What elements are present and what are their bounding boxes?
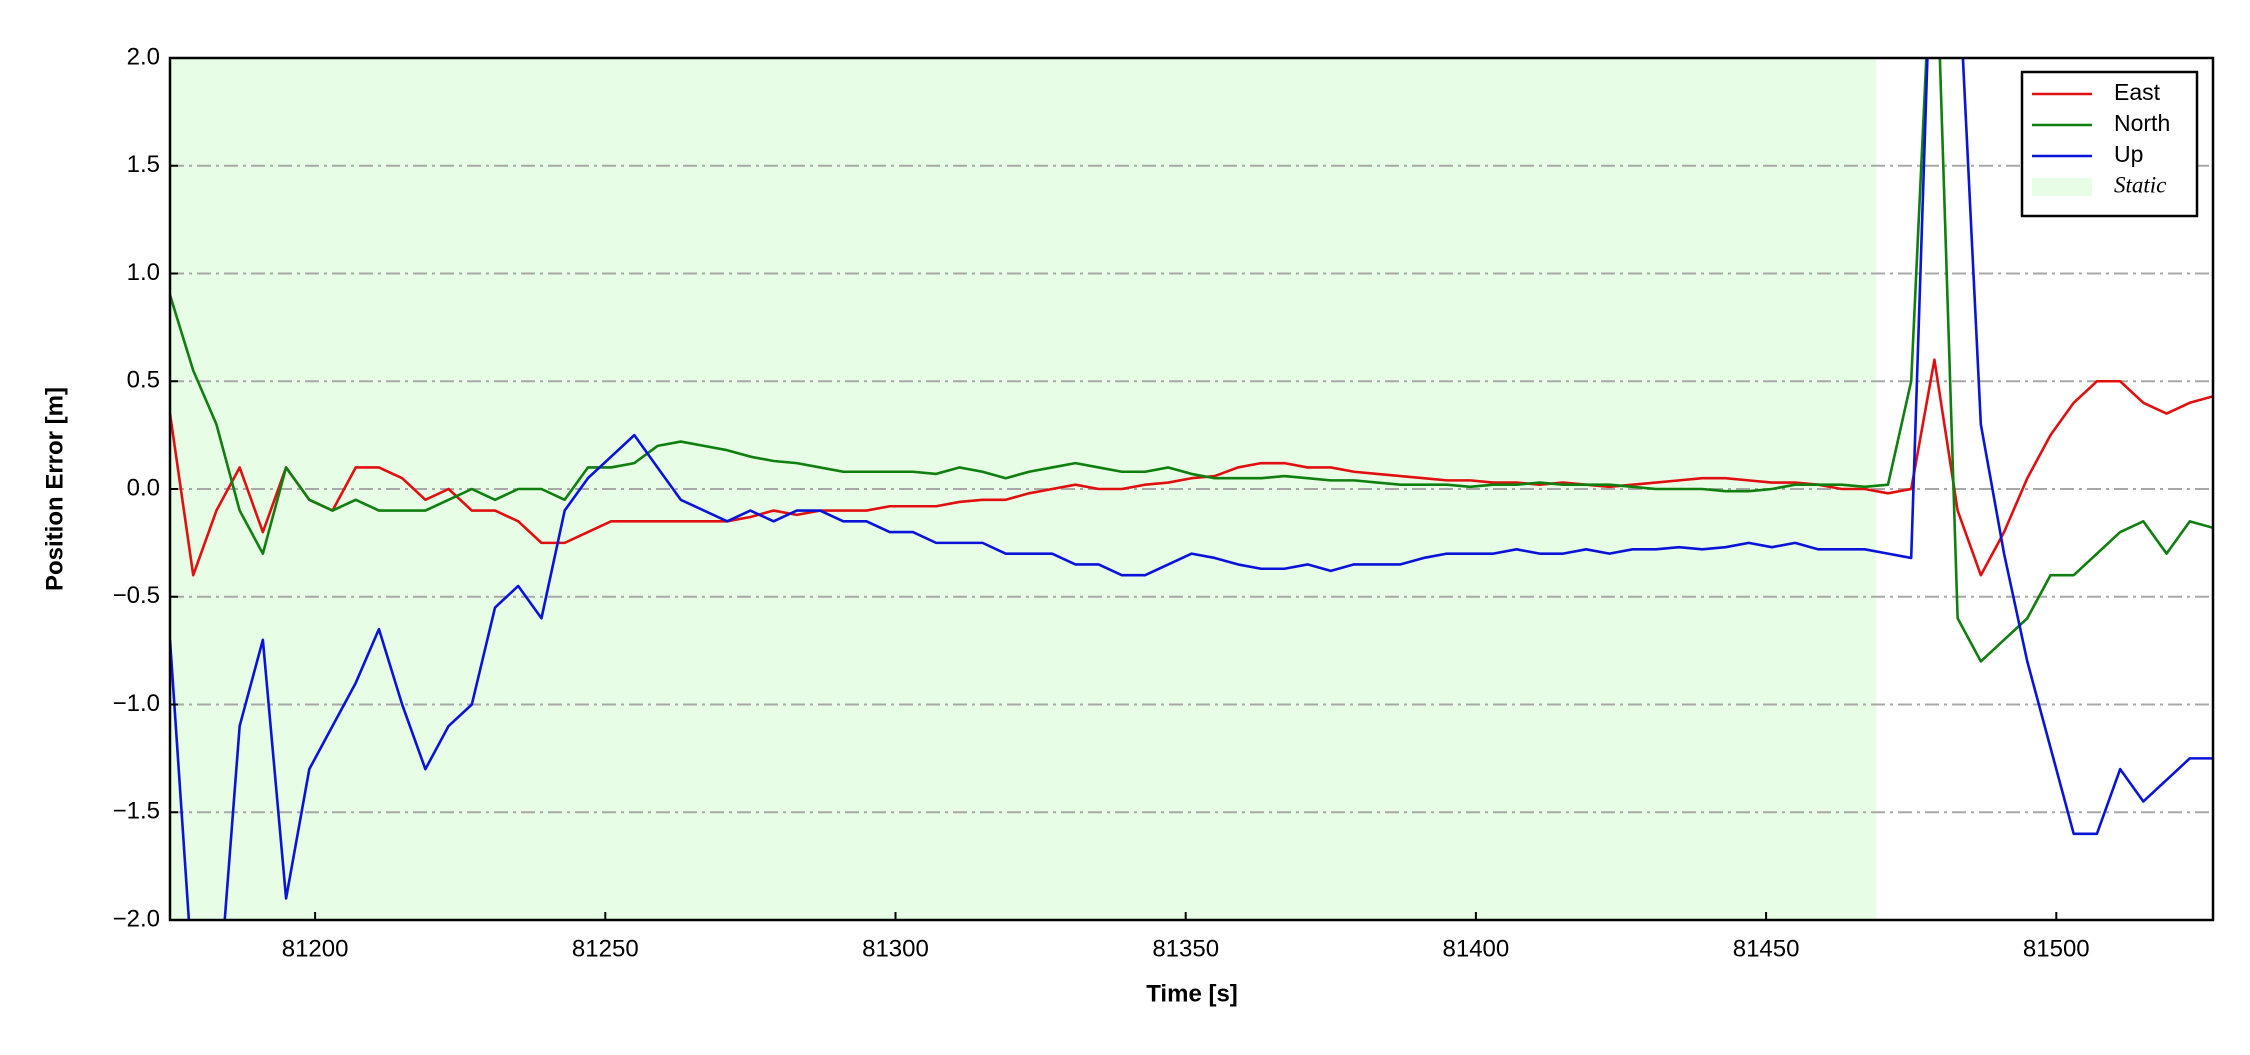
y-tick-label: −1.0 (113, 690, 160, 717)
x-axis-label: Time [s] (1146, 980, 1238, 1007)
y-tick-label: −2.0 (113, 905, 160, 932)
y-tick-label: 1.0 (127, 259, 160, 286)
x-tick-label: 81300 (862, 935, 929, 962)
x-tick-label: 81500 (2023, 935, 2090, 962)
y-tick-label: −1.5 (113, 798, 160, 825)
x-tick-label: 81400 (1443, 935, 1510, 962)
span-layer (170, 58, 1877, 920)
axes-layer: −2.0 −1.5 −1.0 −0.5 0.0 0.5 1.0 1.5 2.0 81200 8125… (113, 43, 2090, 962)
legend-label: North (2114, 110, 2170, 136)
y-tick-label: −0.5 (113, 582, 160, 609)
x-tick-label: 81200 (282, 935, 349, 962)
x-tick-label: 81350 (1152, 935, 1219, 962)
y-tick-label: 0.0 (127, 474, 160, 501)
y-tick-label: 0.5 (127, 367, 160, 394)
legend-label: East (2114, 79, 2161, 105)
series-line (170, 358, 2213, 577)
x-tick-label: 81450 (1733, 935, 1800, 962)
legend-label: Static (2114, 172, 2166, 197)
y-tick-label: 2.0 (127, 43, 160, 70)
x-tick-label: 81250 (572, 935, 639, 962)
legend-label: Up (2114, 141, 2143, 167)
y-tick-label: 1.5 (127, 151, 160, 178)
legend: East North Up Static (2020, 70, 2199, 218)
static-span (170, 58, 1877, 920)
legend-swatch (2032, 178, 2092, 196)
series-line (170, 58, 2213, 663)
series-line (170, 58, 2213, 920)
plot-frame (168, 56, 2215, 922)
line-layer (170, 58, 2213, 920)
y-axis-label: Position Error [m] (41, 387, 68, 591)
